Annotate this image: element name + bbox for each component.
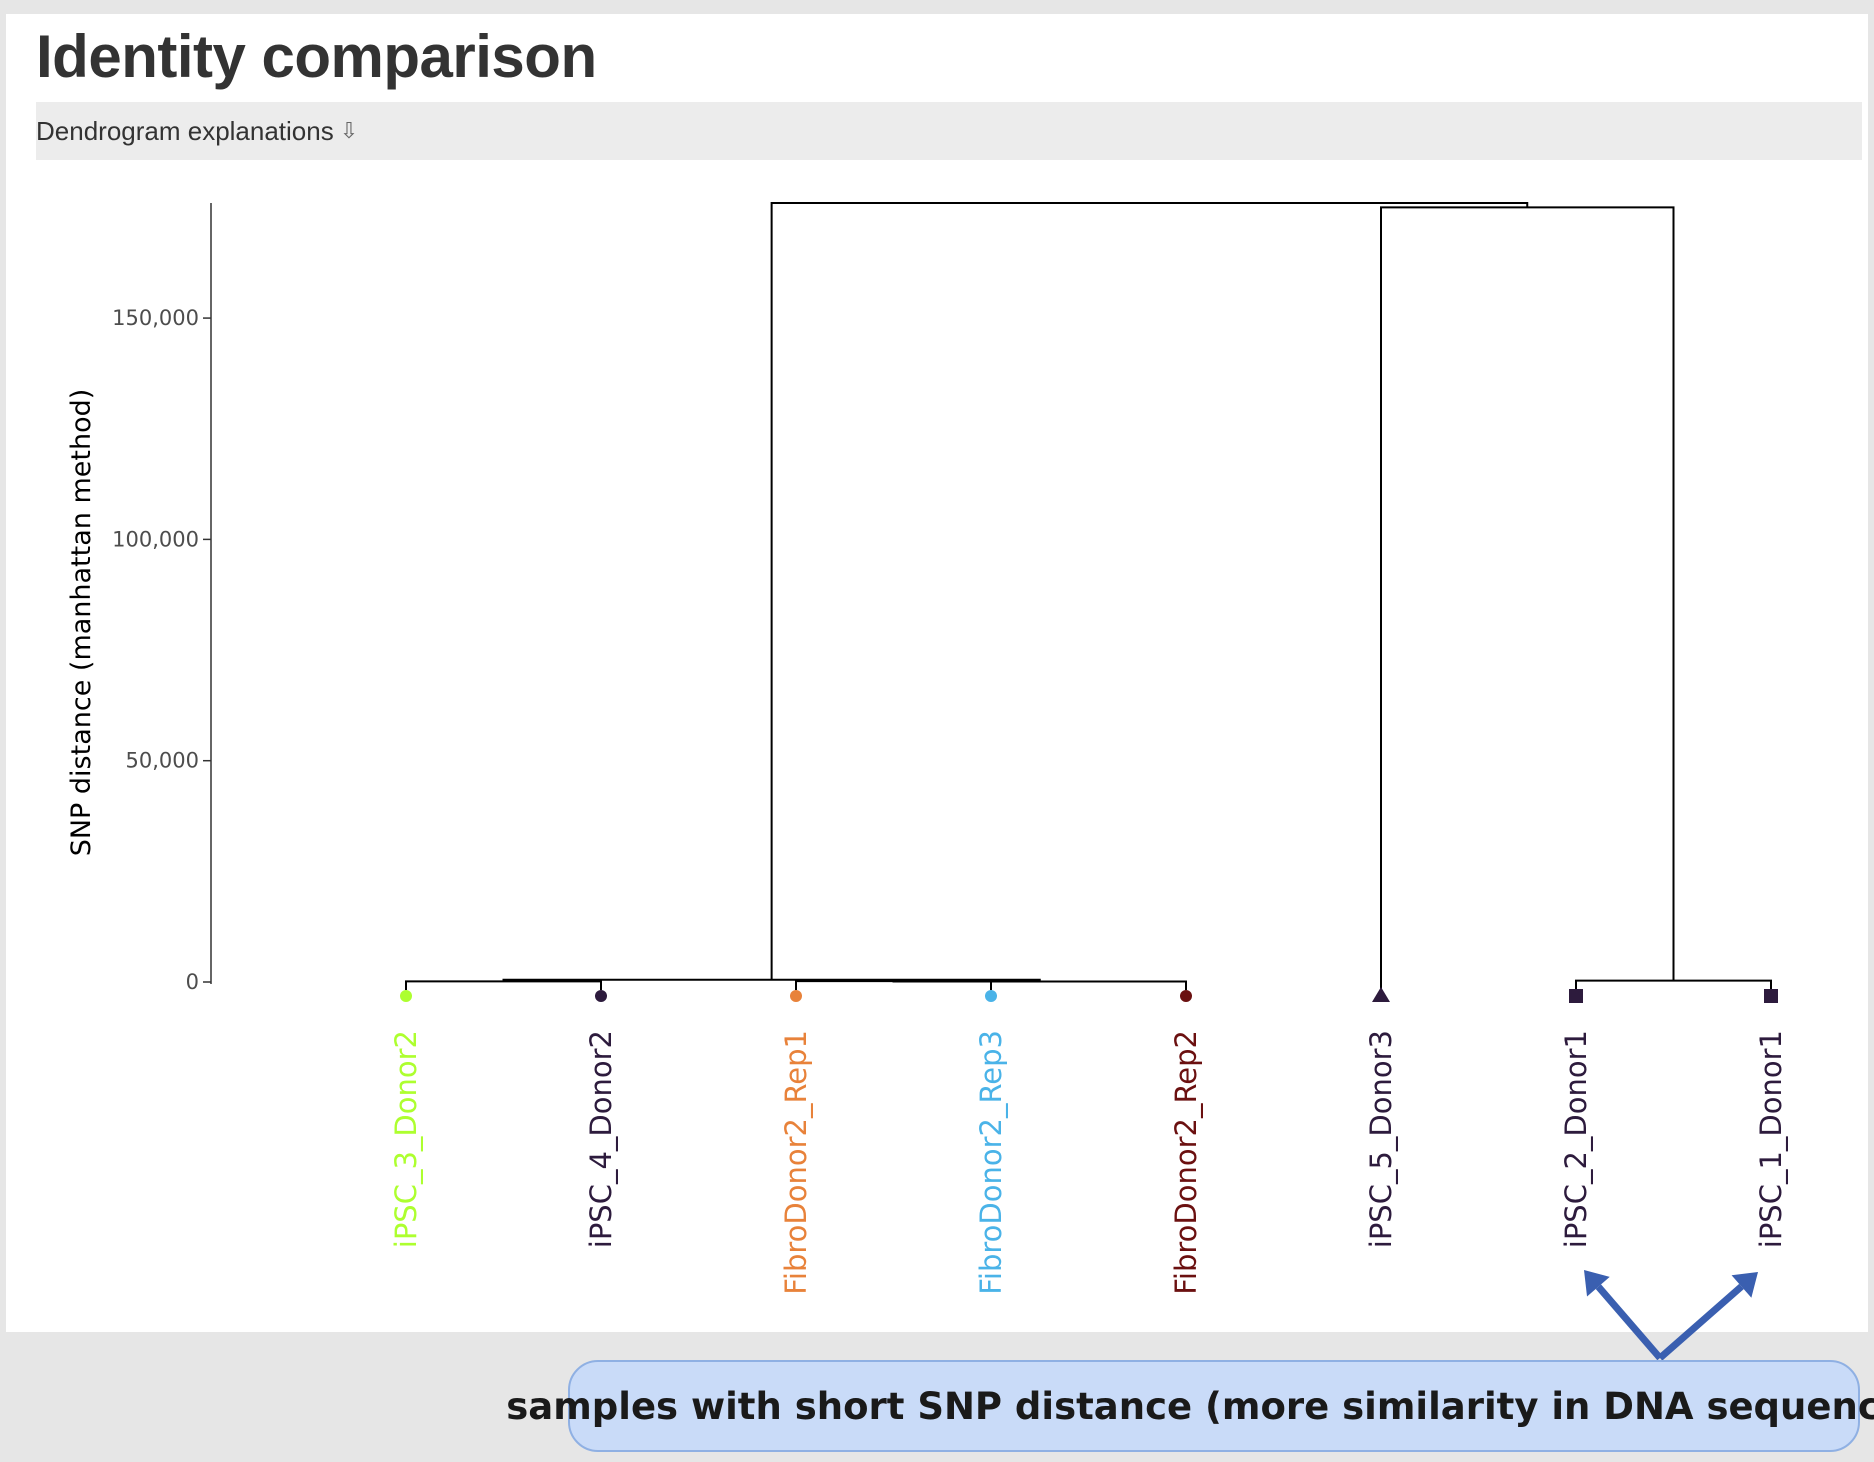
dendrogram-branch bbox=[405, 980, 602, 983]
down-arrow-icon: ⇩ bbox=[339, 118, 359, 143]
leaf-marker-circle bbox=[595, 990, 607, 1002]
dendrogram-branch bbox=[1380, 206, 1675, 982]
leaf-marker-circle bbox=[985, 990, 997, 1002]
leaf-label: iPSC_3_Donor2 bbox=[389, 1030, 423, 1248]
leaf-marker-square bbox=[1569, 989, 1583, 1003]
leaf-label: iPSC_5_Donor3 bbox=[1364, 1030, 1398, 1248]
page-title: Identity comparison bbox=[36, 23, 597, 90]
leaf-label: FibroDonor2_Rep2 bbox=[1169, 1030, 1203, 1295]
leaf-marker-triangle bbox=[1372, 987, 1390, 1002]
leaf-label: iPSC_1_Donor1 bbox=[1754, 1030, 1788, 1248]
dendrogram-branch bbox=[770, 202, 1529, 980]
y-tick-label: 0 bbox=[186, 970, 199, 994]
y-tick-label: 100,000 bbox=[112, 527, 199, 551]
callout-text: samples with short SNP distance (more si… bbox=[506, 1384, 1874, 1428]
y-tick-label: 50,000 bbox=[126, 749, 199, 773]
dendrogram-explanations-toggle[interactable]: Dendrogram explanations ⇩ bbox=[36, 102, 1862, 160]
y-tick-label: 150,000 bbox=[112, 306, 199, 330]
annotation-callout: samples with short SNP distance (more si… bbox=[506, 1360, 1874, 1452]
leaf-marker-circle bbox=[1180, 990, 1192, 1002]
dendrogram-chart: 0 50,000 100,000 150,000 SNP distance (manha… bbox=[66, 202, 1788, 1295]
leaf-label: FibroDonor2_Rep1 bbox=[779, 1030, 813, 1295]
y-axis-label: SNP distance (manhattan method) bbox=[66, 389, 97, 857]
leaf-marker-circle bbox=[790, 990, 802, 1002]
toggle-label: Dendrogram explanations bbox=[36, 115, 334, 146]
leaf-label: iPSC_4_Donor2 bbox=[584, 1030, 618, 1248]
leaf-label: iPSC_2_Donor1 bbox=[1559, 1030, 1593, 1248]
dendrogram-branch bbox=[1575, 979, 1772, 982]
leaf-marker-circle bbox=[400, 990, 412, 1002]
leaf-label: FibroDonor2_Rep3 bbox=[974, 1030, 1008, 1295]
content-panel bbox=[6, 14, 1868, 1332]
leaf-marker-square bbox=[1764, 989, 1778, 1003]
